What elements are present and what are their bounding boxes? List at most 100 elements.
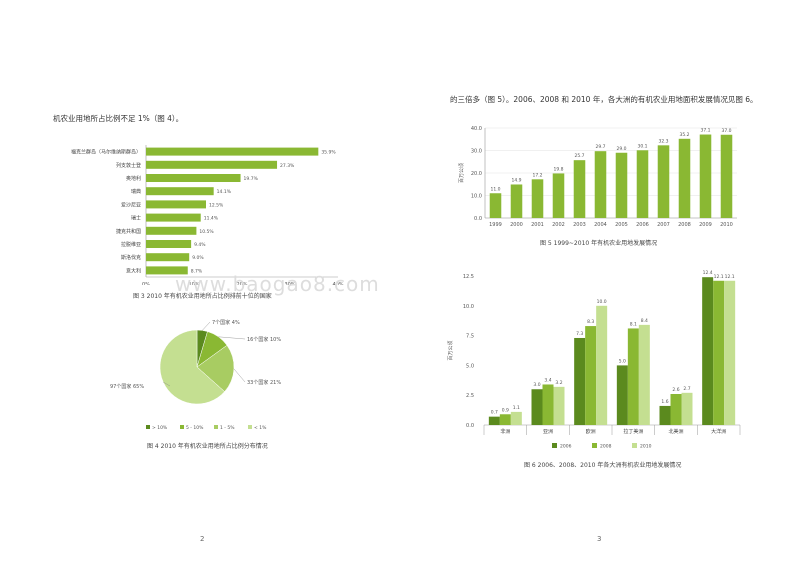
fig3-chart: 福克兰群岛（马尔维纳斯群岛） 35.9% 列支敦士登 27.3% 奥地利 19.7% 瑞典 1… — [71, 145, 344, 285]
fig3-x-tick-label: 40% — [332, 282, 343, 285]
fig6-value-label: 12.1 — [725, 274, 735, 280]
fig5-x-tick-label: 2000 — [510, 222, 523, 228]
fig5-y-axis-label: 百万公顷 — [458, 163, 465, 183]
fig4-legend-swatch — [248, 425, 252, 429]
fig6-caption: 图 6 2006、2008、2010 年各大洲有机农业用地发展情况 — [524, 462, 682, 469]
fig6-bar — [702, 277, 714, 425]
fig4-slice-label: 7个国家 4% — [212, 319, 240, 326]
intro-text-right: 的三倍多（图 5）。2006、2008 和 2010 年，各大洲的有机农业用地面… — [450, 95, 758, 104]
fig6-bar — [542, 384, 554, 425]
fig4-leader-line — [163, 381, 171, 387]
fig6-bar — [724, 280, 736, 425]
fig6-category-label: 亚洲 — [543, 429, 553, 435]
fig5-value-label: 19.8 — [553, 166, 563, 172]
fig5-bar — [573, 160, 586, 218]
fig5-x-tick-label: 2003 — [573, 222, 586, 228]
fig6-value-label: 3.4 — [544, 377, 551, 383]
fig5-bar — [678, 138, 691, 218]
page-number-left: 2 — [200, 535, 205, 543]
fig6-y-tick-label: 5.0 — [466, 363, 474, 369]
fig4-legend-label: > 10% — [152, 425, 168, 431]
fig5-x-tick-label: 2004 — [594, 222, 607, 228]
fig6-chart: 0.0 2.5 5.0 7.5 10.0 12.5 0.7 0.9 1.1 非洲 3.0 3.4 3.2… — [447, 270, 741, 450]
fig3-value-label: 10.5% — [199, 229, 214, 235]
fig4-leader-line — [202, 321, 211, 331]
fig3-category-label: 斯洛伐克 — [121, 254, 141, 261]
fig5-bar — [699, 134, 712, 218]
fig3-bar — [146, 213, 201, 222]
fig5-bar — [615, 152, 628, 218]
fig6-category-label: 大洋洲 — [711, 428, 726, 435]
fig5-y-tick-label: 20.0 — [471, 171, 482, 177]
fig5-value-label: 17.2 — [532, 172, 542, 178]
fig5-y-tick-label: 30.0 — [471, 149, 482, 155]
fig3-bar — [146, 160, 278, 169]
fig3-bar — [146, 253, 190, 262]
fig4-slice — [196, 344, 235, 392]
fig3-value-label: 12.5% — [209, 202, 224, 208]
fig6-bar — [488, 416, 500, 425]
fig4-slice-label: 33个国家 21% — [247, 379, 281, 386]
fig6-value-label: 3.2 — [555, 380, 562, 386]
fig5-x-tick-label: 2010 — [720, 222, 733, 228]
fig6-y-tick-label: 12.5 — [463, 274, 474, 280]
fig6-bar — [670, 394, 682, 425]
fig3-category-label: 福克兰群岛（马尔维纳斯群岛） — [71, 149, 141, 156]
fig3-value-label: 35.9% — [321, 150, 336, 156]
fig5-x-tick-label: 2002 — [552, 222, 565, 228]
fig6-bar — [659, 405, 671, 425]
fig6-bar — [510, 411, 522, 425]
fig6-legend-swatch — [552, 443, 557, 448]
fig6-value-label: 3.0 — [533, 382, 540, 388]
fig5-value-label: 25.7 — [574, 153, 584, 159]
fig6-y-tick-label: 10.0 — [463, 304, 474, 310]
fig6-category-label: 拉丁美洲 — [623, 428, 643, 435]
fig5-value-label: 32.3 — [658, 138, 668, 144]
fig6-value-label: 2.6 — [672, 387, 679, 393]
fig5-x-tick-label: 2007 — [657, 222, 670, 228]
fig5-value-label: 37.0 — [721, 128, 731, 134]
fig3-category-label: 瑞士 — [131, 215, 141, 222]
fig5-value-label: 29.0 — [616, 146, 626, 152]
fig6-value-label: 8.1 — [630, 321, 637, 327]
fig3-category-label: 瑞典 — [131, 188, 141, 195]
fig6-legend-label: 2006 — [560, 444, 572, 450]
fig3-x-tick-label: 20% — [236, 282, 247, 285]
fig6-value-label: 0.9 — [502, 407, 509, 413]
fig6-y-tick-label: 7.5 — [466, 334, 474, 340]
fig4-legend-swatch — [146, 425, 150, 429]
fig4-legend-label: 1 - 5% — [220, 425, 235, 431]
fig3-x-tick-label: 0% — [142, 282, 150, 285]
fig3-x-tick-label: 10% — [188, 282, 199, 285]
fig6-bar — [531, 389, 543, 425]
fig6-category-label: 北美洲 — [668, 428, 683, 435]
fig5-x-tick-label: 2008 — [678, 222, 691, 228]
fig5-value-label: 11.0 — [490, 186, 500, 192]
fig5-x-tick-label: 2009 — [699, 222, 712, 228]
fig3-value-label: 9.4% — [194, 242, 206, 248]
fig4-slice-label: 97个国家 65% — [110, 383, 144, 390]
fig5-value-label: 29.7 — [595, 144, 605, 150]
fig6-bar — [553, 386, 565, 425]
fig5-value-label: 30.1 — [637, 143, 647, 149]
fig6-bar — [585, 326, 597, 425]
fig6-bar — [681, 392, 693, 425]
fig3-category-label: 拉脱维亚 — [121, 241, 141, 248]
fig5-bar — [489, 193, 502, 218]
fig5-x-tick-label: 2001 — [531, 222, 544, 228]
fig3-value-label: 11.4% — [204, 216, 219, 222]
fig3-bar — [146, 187, 214, 196]
fig6-value-label: 7.3 — [576, 331, 583, 337]
fig5-x-tick-label: 1999 — [489, 222, 502, 228]
fig3-value-label: 9.0% — [192, 255, 204, 261]
fig3-category-label: 奥地利 — [126, 175, 141, 182]
fig3-value-label: 14.1% — [217, 189, 232, 195]
fig5-bar — [531, 179, 544, 218]
fig6-bar — [713, 280, 725, 425]
fig6-value-label: 1.1 — [513, 405, 520, 411]
fig6-bar — [574, 337, 586, 425]
fig3-x-tick-label: 30% — [284, 282, 295, 285]
fig3-value-label: 27.3% — [280, 163, 295, 169]
fig6-legend-swatch — [632, 443, 637, 448]
page-number-right: 3 — [597, 535, 602, 543]
